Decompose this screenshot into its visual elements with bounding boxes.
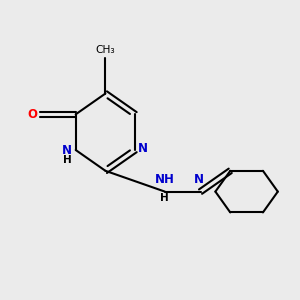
Text: CH₃: CH₃ <box>96 45 115 55</box>
Text: O: O <box>27 108 37 121</box>
Text: H: H <box>63 154 72 164</box>
Text: H: H <box>160 193 169 203</box>
Text: N: N <box>194 173 204 186</box>
Text: N: N <box>138 142 148 155</box>
Text: NH: NH <box>155 173 175 186</box>
Text: N: N <box>62 143 72 157</box>
